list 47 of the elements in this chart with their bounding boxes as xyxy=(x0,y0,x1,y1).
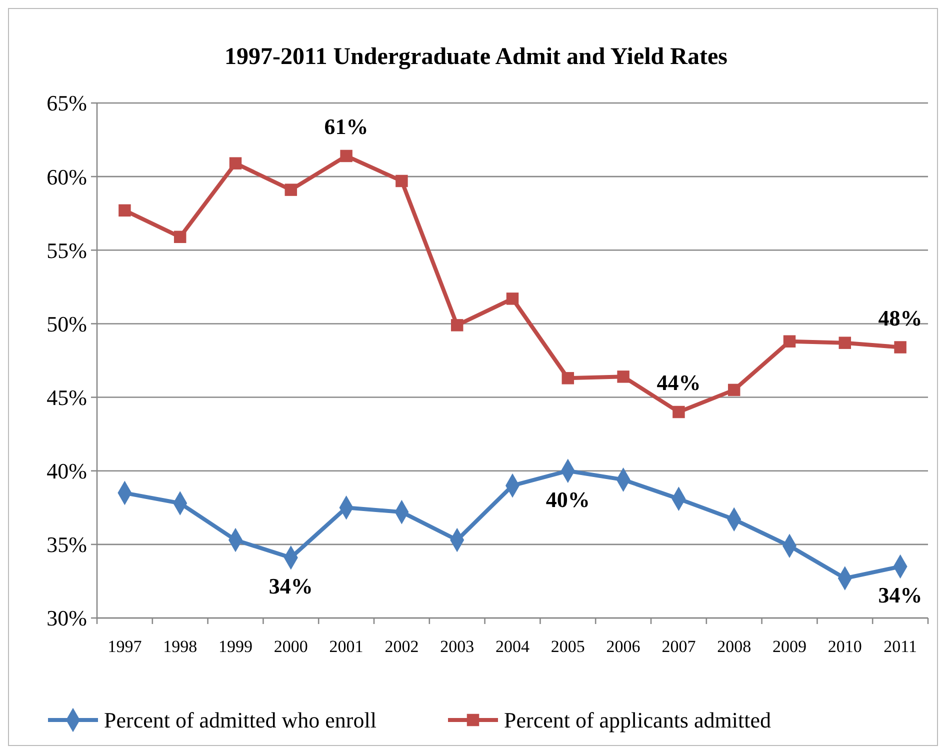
x-tick-label: 2005 xyxy=(550,637,585,656)
point xyxy=(450,319,464,332)
x-tick-label: 1998 xyxy=(163,637,198,656)
point xyxy=(229,157,242,170)
point xyxy=(838,336,852,349)
y-tick-label: 60% xyxy=(46,164,87,190)
y-tick-label: 40% xyxy=(46,458,87,484)
y-tick-label: 65% xyxy=(46,90,87,116)
x-tick-label: 1999 xyxy=(218,637,252,656)
y-tick-label: 55% xyxy=(46,238,87,263)
x-tick-label: 2002 xyxy=(384,637,419,656)
x-tick-label: 2008 xyxy=(717,637,752,656)
x-tick-label: 2004 xyxy=(496,637,530,656)
data-label: 61% xyxy=(324,114,368,139)
y-tick-label: 30% xyxy=(46,606,87,631)
y-tick-label: 45% xyxy=(46,384,87,410)
x-tick-label: 2001 xyxy=(329,637,364,656)
legend-label: Percent of admitted who enroll xyxy=(104,708,376,733)
point xyxy=(617,370,630,383)
point xyxy=(783,335,796,348)
point xyxy=(728,384,740,396)
y-tick-label: 50% xyxy=(46,311,87,336)
point xyxy=(672,406,685,418)
x-tick-label: 2000 xyxy=(274,637,308,656)
point xyxy=(340,150,352,162)
x-tick-label: 2011 xyxy=(884,637,917,656)
data-label: 48% xyxy=(878,305,922,330)
data-label: 34% xyxy=(878,582,922,608)
point xyxy=(284,184,298,196)
x-tick-label: 2007 xyxy=(662,637,696,656)
chart-title: 1997-2011 Undergraduate Admit and Yield Rates xyxy=(224,44,728,70)
x-tick-label: 1997 xyxy=(108,637,142,656)
x-tick-label: 2006 xyxy=(606,637,640,656)
point xyxy=(506,292,519,305)
point xyxy=(396,174,408,188)
point xyxy=(174,230,186,244)
point xyxy=(118,204,131,217)
x-tick-label: 2009 xyxy=(772,637,806,656)
y-tick-label: 35% xyxy=(46,532,87,558)
point xyxy=(894,341,906,354)
x-tick-label: 2010 xyxy=(828,637,862,656)
data-label: 34% xyxy=(268,574,313,599)
point xyxy=(562,372,574,384)
legend-label: Percent of applicants admitted xyxy=(504,708,771,733)
data-label: 40% xyxy=(546,486,590,512)
x-tick-label: 2003 xyxy=(440,637,474,656)
data-label: 44% xyxy=(656,370,701,395)
